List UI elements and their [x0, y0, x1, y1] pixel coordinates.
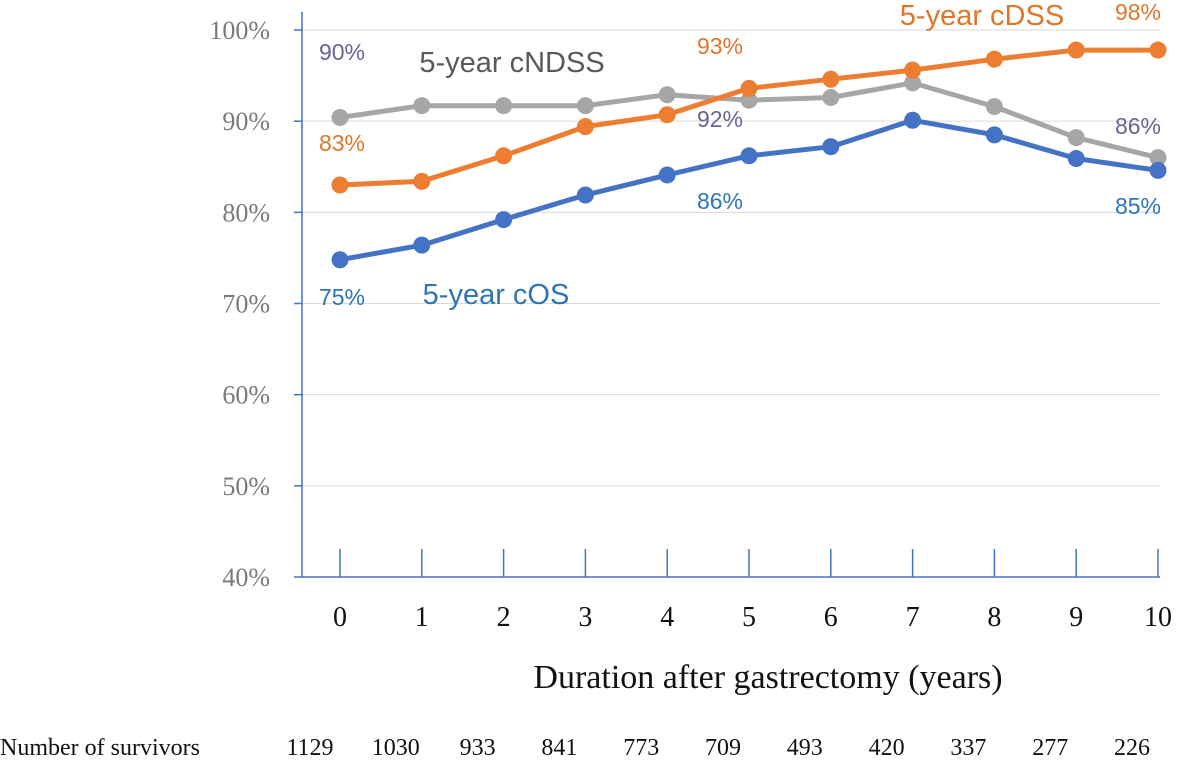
x-tick-label: 7: [906, 602, 920, 633]
survivor-count: 933: [460, 735, 496, 761]
x-tick-label: 10: [1144, 602, 1172, 633]
survivor-count: 493: [787, 735, 823, 761]
series-label-cos: 5-year cOS: [423, 279, 570, 311]
y-tick-label: 70%: [222, 290, 270, 319]
axes: [294, 12, 1160, 578]
data-point-cndss: [1149, 149, 1167, 167]
gridlines: [302, 29, 1160, 487]
data-point-cos: [331, 251, 349, 269]
survivor-count: 337: [950, 735, 986, 761]
value-annotation: 75%: [319, 284, 365, 310]
y-tick-label: 50%: [222, 472, 270, 501]
x-tick-label: 6: [824, 602, 838, 633]
survivor-count: 709: [705, 735, 741, 761]
data-point-cos: [495, 211, 513, 229]
series-label-cndss: 5-year cNDSS: [419, 47, 604, 79]
value-annotation: 90%: [319, 39, 365, 65]
data-point-cndss: [495, 97, 513, 115]
series-label-cdss: 5-year cDSS: [900, 0, 1064, 32]
data-point-cndss: [576, 97, 594, 115]
survivor-count: 773: [623, 735, 659, 761]
data-point-cos: [1067, 150, 1085, 168]
data-point-cndss: [658, 86, 676, 104]
x-tick-label: 2: [497, 602, 511, 633]
data-point-cdss: [985, 50, 1003, 68]
data-point-cdss: [1149, 41, 1167, 59]
data-point-cos: [1149, 161, 1167, 179]
y-tick-label: 90%: [222, 107, 270, 136]
x-axis-label: Duration after gastrectomy (years): [533, 659, 1002, 696]
y-tick-label: 60%: [222, 381, 270, 410]
data-point-cndss: [740, 91, 758, 109]
data-point-cos: [822, 138, 840, 156]
survivor-count: 1030: [372, 735, 420, 761]
survivor-count: 420: [869, 735, 905, 761]
x-tick-label: 9: [1069, 602, 1083, 633]
series-line-cos: [337, 117, 1161, 263]
data-point-cndss: [1067, 129, 1085, 147]
data-point-cdss: [495, 147, 513, 165]
chart-text: Duration after gastrectomy (years) Numbe…: [0, 0, 1172, 761]
y-tick-label: 100%: [209, 16, 270, 45]
data-point-cdss: [1067, 41, 1085, 59]
x-tick-label: 5: [742, 602, 756, 633]
x-tick-label: 8: [987, 602, 1001, 633]
data-point-cndss: [331, 109, 349, 127]
value-annotation: 83%: [319, 130, 365, 156]
x-tick-label: 3: [578, 602, 592, 633]
survivor-count: 841: [541, 735, 577, 761]
data-point-cdss: [331, 176, 349, 194]
y-tick-label: 80%: [222, 198, 270, 227]
value-annotation: 93%: [697, 33, 743, 59]
value-annotation: 85%: [1115, 193, 1161, 219]
data-point-cos: [740, 147, 758, 165]
data-point-cos: [658, 166, 676, 184]
data-point-cndss: [822, 88, 840, 106]
x-tick-label: 4: [660, 602, 674, 633]
value-annotation: 86%: [697, 188, 743, 214]
x-tick-label: 1: [415, 602, 429, 633]
data-point-cdss: [576, 118, 594, 136]
data-point-cos: [413, 236, 431, 254]
y-tick-label: 40%: [222, 563, 270, 592]
survivor-count: 277: [1032, 735, 1068, 761]
survivors-row-label: Number of survivors: [0, 735, 200, 761]
data-point-cdss: [904, 61, 922, 79]
survivor-count: 226: [1114, 735, 1150, 761]
value-annotation: 92%: [697, 106, 743, 132]
data-point-cos: [904, 111, 922, 129]
data-point-cndss: [904, 74, 922, 92]
data-point-cos: [985, 126, 1003, 144]
data-point-cndss: [985, 98, 1003, 116]
data-point-cdss: [822, 70, 840, 88]
data-point-cos: [576, 186, 594, 204]
x-tick-label: 0: [333, 602, 347, 633]
data-point-cndss: [413, 97, 431, 115]
value-annotation: 98%: [1115, 0, 1161, 25]
survivor-count: 1129: [286, 735, 333, 761]
series-markers: [331, 41, 1167, 269]
data-point-cdss: [740, 79, 758, 97]
data-point-cdss: [658, 106, 676, 124]
value-annotation: 86%: [1115, 113, 1161, 139]
data-point-cdss: [413, 172, 431, 190]
